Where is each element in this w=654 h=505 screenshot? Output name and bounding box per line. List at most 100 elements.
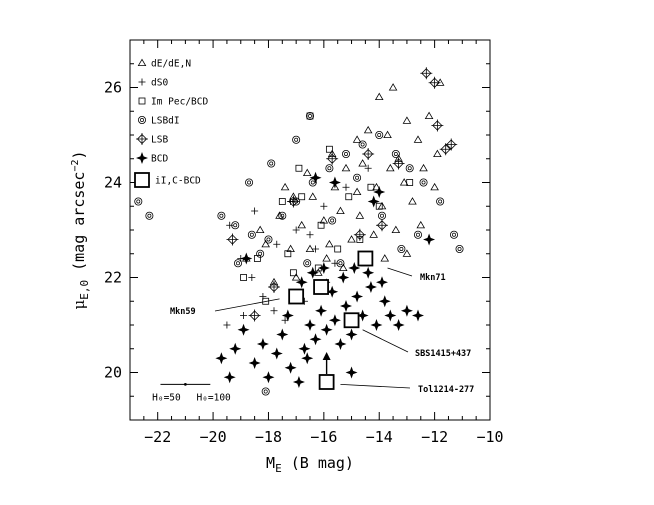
hubble-left-label: H₀=50	[152, 392, 181, 403]
point-triangle	[419, 163, 428, 172]
point-circle	[375, 130, 384, 139]
point-star4	[345, 328, 358, 341]
point-square	[253, 255, 261, 262]
point-diamond-plus	[431, 119, 444, 132]
point-triangle	[255, 225, 265, 234]
annotation-line	[340, 383, 411, 389]
point-diamond-plus	[268, 281, 280, 293]
point-square	[375, 202, 383, 210]
point-triangle	[336, 206, 345, 215]
point-star4	[334, 338, 347, 350]
point-star4	[367, 195, 380, 208]
point-star4	[309, 333, 322, 346]
point-circle	[413, 230, 422, 239]
legend-label: dE/dE,N	[151, 59, 191, 70]
y-tick-label: 24	[104, 174, 122, 192]
point-star4	[364, 281, 377, 293]
point-triangle	[305, 244, 315, 253]
annotation-label: SBS1415+437	[415, 349, 471, 359]
point-circle	[336, 259, 345, 268]
point-square	[278, 198, 286, 205]
point-triangle	[433, 149, 442, 158]
axis-ticks	[129, 39, 491, 421]
point-triangle	[291, 273, 301, 281]
point-star4	[328, 176, 341, 189]
point-plus	[251, 207, 259, 215]
point-diamond-plus	[420, 67, 433, 80]
point-star4	[309, 171, 322, 184]
point-circle	[247, 230, 256, 239]
legend-marker-diamond-plus	[136, 133, 148, 145]
point-circle	[305, 112, 314, 121]
y-tick-label: 20	[104, 364, 122, 382]
point-diamond-plus	[353, 228, 366, 241]
legend-label: iI,C-BCD	[155, 176, 201, 187]
legend-item: dS0	[138, 78, 168, 89]
point-star4	[215, 352, 228, 365]
point-diamond-plus	[439, 143, 452, 156]
point-triangle	[430, 182, 439, 191]
y-tick-label: 22	[104, 269, 122, 287]
annotation-line	[214, 298, 280, 312]
annotation-label: Mkn59	[170, 307, 196, 317]
point-square	[345, 193, 353, 201]
point-star4	[376, 276, 388, 289]
point-triangle	[355, 211, 365, 219]
point-plus	[273, 240, 281, 248]
x-tick-label: −10	[476, 428, 503, 446]
point-triangle	[408, 197, 417, 205]
point-plus	[270, 307, 278, 315]
point-star4	[412, 309, 424, 322]
point-circle	[405, 164, 414, 173]
series-diamond-plus	[226, 67, 458, 322]
point-star4	[304, 319, 316, 331]
legend-marker-circle	[137, 116, 146, 125]
point-plus	[223, 321, 231, 329]
point-star4	[378, 295, 391, 308]
data-points	[134, 67, 464, 396]
point-diamond-plus	[362, 148, 375, 160]
point-square	[406, 179, 414, 186]
point-square	[317, 221, 325, 229]
x-tick-label: −14	[366, 428, 393, 446]
point-circle	[292, 135, 301, 144]
point-square	[334, 245, 342, 253]
point-star4	[356, 309, 369, 322]
point-circle	[436, 197, 445, 206]
legend-item: BCD	[136, 152, 168, 165]
point-star4	[345, 366, 358, 379]
point-circle	[391, 149, 400, 158]
hubble-constant-bar: H₀=50 H₀=100	[152, 382, 231, 403]
legend-marker-star4	[136, 152, 148, 164]
legend-marker-triangle	[137, 58, 147, 66]
point-triangle	[352, 187, 362, 196]
legend-label: BCD	[151, 154, 168, 165]
x-tick-label: −16	[310, 428, 337, 446]
upper-limit-arrowhead	[322, 352, 331, 360]
point-star4	[306, 266, 319, 279]
annotations: Mkn71 Mkn59 SBS1415+437 Tol1214-277	[170, 267, 474, 395]
point-star4	[262, 371, 275, 384]
point-big-square	[343, 312, 360, 329]
point-triangle	[369, 230, 378, 238]
point-star4	[400, 304, 413, 317]
x-tick-label: −22	[144, 428, 171, 446]
point-star4	[248, 357, 261, 369]
point-square	[298, 193, 306, 201]
legend-item: iI,C-BCD	[134, 172, 201, 188]
x-tick-label: −12	[421, 428, 448, 446]
point-star4	[392, 319, 405, 331]
point-triangle	[424, 111, 434, 119]
point-circle	[303, 259, 312, 268]
point-diamond-plus	[326, 152, 339, 165]
point-star4	[281, 309, 294, 322]
point-circle	[328, 216, 337, 225]
point-star4	[326, 285, 339, 298]
point-star4	[256, 338, 269, 350]
point-plus	[320, 202, 328, 210]
point-circle	[397, 244, 406, 253]
point-triangle	[341, 163, 351, 172]
point-star4	[423, 233, 436, 246]
point-circle	[231, 221, 240, 230]
